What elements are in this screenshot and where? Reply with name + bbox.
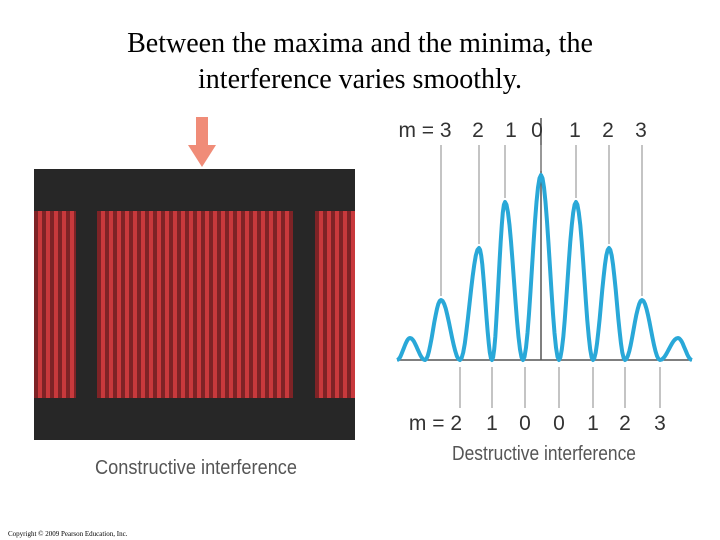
- stripe: [209, 211, 213, 398]
- stripe: [265, 211, 269, 398]
- interference-pattern: [34, 169, 355, 440]
- stripe: [205, 211, 209, 398]
- title-line: Between the maxima and the minima, the: [127, 28, 593, 59]
- order-label: m = 3: [398, 119, 451, 142]
- stripe: [42, 211, 46, 398]
- stripe: [197, 211, 201, 398]
- stripe: [54, 211, 58, 398]
- stripe: [229, 211, 233, 398]
- stripe: [153, 211, 157, 398]
- stripe: [125, 211, 129, 398]
- intensity-curve: [396, 173, 693, 362]
- order-label: 1: [569, 119, 581, 142]
- stripe: [165, 211, 169, 398]
- order-label: 0: [531, 119, 543, 142]
- stripe: [347, 211, 351, 398]
- stripe: [113, 211, 117, 398]
- stripe: [241, 211, 245, 398]
- stripe: [109, 211, 113, 398]
- stripe: [273, 211, 277, 398]
- stripe: [285, 211, 289, 398]
- stripe: [58, 211, 62, 398]
- stripe: [161, 211, 165, 398]
- stripe: [233, 211, 237, 398]
- order-label: 0: [519, 412, 531, 435]
- order-label: 1: [486, 412, 498, 435]
- order-label: 2: [602, 119, 614, 142]
- stripe: [193, 211, 197, 398]
- stripe: [50, 211, 54, 398]
- stripe: [101, 211, 105, 398]
- stripe: [289, 211, 293, 398]
- stripe: [157, 211, 161, 398]
- stripe: [245, 211, 249, 398]
- stripe: [169, 211, 173, 398]
- stripe: [327, 211, 331, 398]
- copyright: Copyright © 2009 Pearson Education, Inc.: [8, 530, 128, 538]
- stripe: [129, 211, 133, 398]
- caption: Destructive interference: [452, 443, 636, 465]
- stripe: [281, 211, 285, 398]
- stripe: [66, 211, 70, 398]
- stripe: [319, 211, 323, 398]
- stripe: [217, 211, 221, 398]
- order-label: 1: [587, 412, 599, 435]
- stripe: [351, 211, 355, 398]
- stripe: [34, 211, 38, 398]
- stripe: [181, 211, 185, 398]
- stripe: [38, 211, 42, 398]
- stripe: [277, 211, 281, 398]
- stripe: [133, 211, 137, 398]
- stripe: [97, 211, 101, 398]
- order-label: 2: [619, 412, 631, 435]
- stripe: [343, 211, 347, 398]
- stripe: [249, 211, 253, 398]
- stripe: [213, 211, 217, 398]
- stripe: [269, 211, 273, 398]
- stripe: [70, 211, 74, 398]
- stripe: [189, 211, 193, 398]
- stripe: [177, 211, 181, 398]
- stripe: [62, 211, 66, 398]
- stripe: [117, 211, 121, 398]
- order-label: m = 2: [409, 412, 462, 435]
- caption: Constructive interference: [95, 457, 297, 479]
- arrow: [188, 117, 216, 167]
- order-label: 2: [472, 119, 484, 142]
- stripe: [145, 211, 149, 398]
- stripe: [201, 211, 205, 398]
- order-label: 0: [553, 412, 565, 435]
- stripe: [237, 211, 241, 398]
- stripe: [149, 211, 153, 398]
- stripe: [225, 211, 229, 398]
- order-label: 1: [505, 119, 517, 142]
- order-label: 3: [654, 412, 666, 435]
- order-label: 3: [635, 119, 647, 142]
- stripe: [335, 211, 339, 398]
- stripe: [141, 211, 145, 398]
- stripe: [185, 211, 189, 398]
- stripe: [253, 211, 257, 398]
- stripe: [261, 211, 265, 398]
- stripe: [323, 211, 327, 398]
- stripe: [339, 211, 343, 398]
- stripe: [257, 211, 261, 398]
- stripe: [74, 211, 76, 398]
- stripe: [315, 211, 319, 398]
- stripe: [105, 211, 109, 398]
- title-line: interference varies smoothly.: [198, 64, 522, 95]
- stripe: [46, 211, 50, 398]
- stripe: [331, 211, 335, 398]
- stripe: [221, 211, 225, 398]
- stripe: [173, 211, 177, 398]
- stripe: [121, 211, 125, 398]
- stripe: [137, 211, 141, 398]
